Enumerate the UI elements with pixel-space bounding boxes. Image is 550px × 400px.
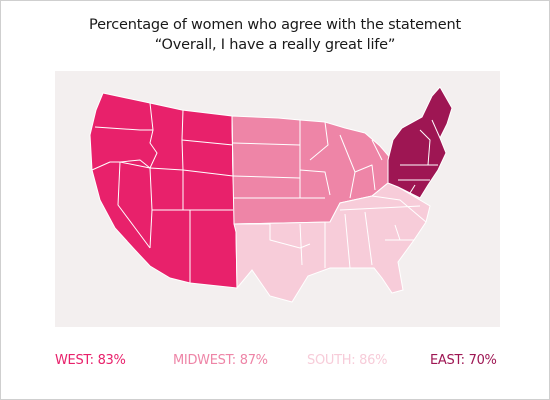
- legend-south: SOUTH86%: [307, 353, 387, 368]
- legend-west-label: WEST: [55, 353, 98, 368]
- chart-title: Percentage of women who agree with the s…: [0, 15, 550, 55]
- state-borders: [91, 102, 441, 283]
- region-west: [89, 92, 238, 289]
- legend-south-value: 86%: [359, 353, 388, 368]
- region-east: [387, 86, 453, 199]
- legend-south-label: SOUTH: [307, 353, 359, 368]
- legend-midwest-label: MIDWEST: [173, 353, 240, 368]
- legend-west: WEST83%: [55, 353, 126, 368]
- region-south: [233, 182, 431, 303]
- legend-west-value: 83%: [97, 353, 126, 368]
- legend-east-value: 70%: [468, 353, 497, 368]
- title-line-1: Percentage of women who agree with the s…: [89, 17, 461, 33]
- legend-east: EAST70%: [430, 353, 497, 368]
- title-line-2: “Overall, I have a really great life”: [154, 37, 396, 53]
- legend-midwest: MIDWEST87%: [173, 353, 268, 368]
- legend-midwest-value: 87%: [239, 353, 268, 368]
- legend-east-label: EAST: [430, 353, 469, 368]
